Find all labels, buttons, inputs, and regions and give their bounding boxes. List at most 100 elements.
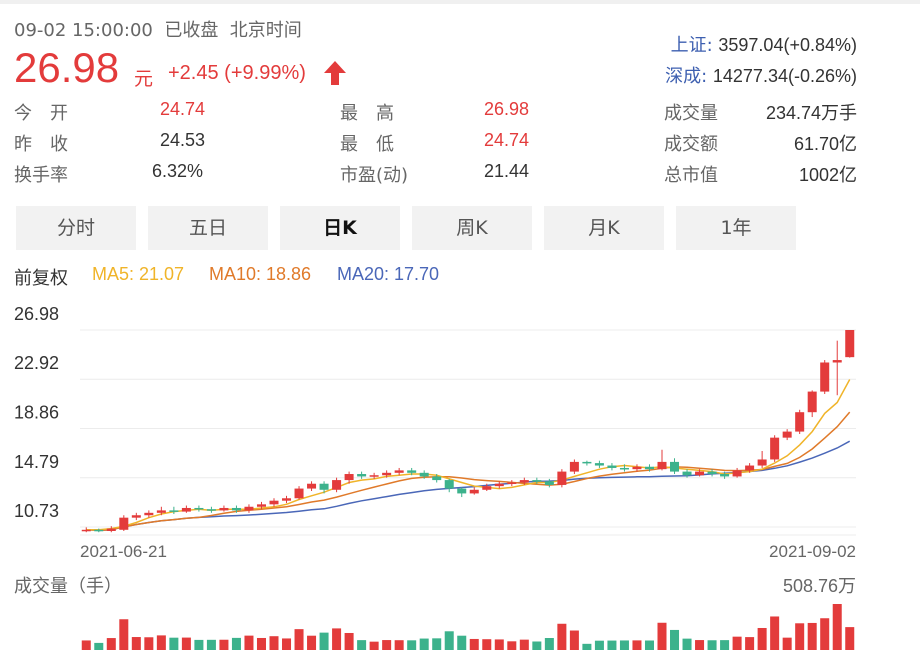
high-label: 最 高 — [340, 103, 394, 124]
candle-body — [745, 465, 755, 471]
candle-body — [81, 529, 91, 532]
candle-body — [695, 471, 705, 476]
candle-body — [494, 483, 504, 487]
candle-body — [369, 475, 379, 477]
volume-bar — [407, 640, 417, 650]
candle-body — [544, 481, 554, 485]
candle-body — [219, 507, 229, 511]
y-tick-label: 22.92 — [14, 353, 59, 373]
volume-bar — [206, 639, 216, 650]
index-shanghai[interactable]: 上证: 3597.04(+0.84%) — [671, 31, 857, 57]
candle-body — [557, 471, 567, 485]
candle-body — [244, 506, 254, 511]
candle-body — [582, 461, 592, 464]
candle-body — [720, 474, 730, 477]
volume-bar — [131, 637, 141, 650]
volume-bar — [394, 640, 404, 650]
volume-label: 成交量 — [664, 103, 718, 124]
volume-bar — [156, 635, 166, 650]
amount-value: 61.70亿 — [793, 134, 857, 154]
candle-body — [307, 483, 317, 489]
price-change: +2.45 (+9.99%) — [168, 62, 306, 85]
candle-body — [181, 507, 191, 512]
volume-bar — [707, 640, 717, 650]
volume-bar — [419, 638, 429, 650]
candle-body — [807, 391, 817, 413]
volume-bar — [582, 643, 592, 650]
candle-body — [269, 500, 279, 505]
kline-chart[interactable]: 26.98 22.92 18.86 14.79 10.73 2021-06-21 2021-… — [0, 290, 920, 668]
volume-bar — [770, 616, 780, 650]
candle-body — [594, 463, 604, 466]
candle-body — [707, 471, 717, 475]
candle-body — [394, 470, 404, 473]
volume-bar — [144, 637, 154, 650]
candle-body — [256, 504, 266, 507]
index-shenzhen[interactable]: 深成: 14277.34(-0.26%) — [665, 62, 857, 88]
volume-bar — [282, 638, 292, 650]
candle-body — [156, 510, 166, 513]
candle-body — [532, 480, 542, 482]
candle-body — [770, 437, 780, 460]
top-divider — [0, 0, 920, 4]
candle-body — [319, 483, 329, 490]
tab-five-day[interactable]: 五日 — [148, 206, 268, 250]
y-tick-label: 10.73 — [14, 501, 59, 521]
volume-title: 成交量（手） — [14, 576, 122, 596]
volume-bar — [782, 637, 792, 650]
volume-bar — [657, 622, 667, 650]
tab-daily-k[interactable]: 日K — [280, 206, 400, 250]
timezone-label: 北京时间 — [229, 20, 302, 41]
amount-label: 成交额 — [664, 134, 718, 155]
candle-body — [482, 486, 492, 490]
change-percent: (+9.99%) — [224, 62, 306, 84]
change-amount: +2.45 — [168, 62, 219, 84]
candle-body — [419, 472, 429, 477]
volume-bar — [619, 640, 629, 650]
candle-body — [407, 470, 417, 473]
volume-bar — [457, 635, 467, 650]
candle-body — [507, 482, 517, 485]
candle-body — [144, 512, 154, 516]
candle-body — [332, 480, 342, 490]
ma10-line — [86, 411, 851, 532]
volume-bar — [319, 632, 329, 650]
candle-body — [344, 474, 354, 481]
volume-bar — [181, 637, 191, 650]
index-sz-value: 14277.34(-0.26%) — [712, 66, 857, 86]
ma10-legend: MA10: 18.86 — [209, 264, 312, 284]
y-tick-label: 18.86 — [14, 402, 59, 422]
volume-bar — [557, 623, 567, 650]
tab-monthly-k[interactable]: 月K — [544, 206, 664, 250]
prev-close-label: 昨 收 — [14, 134, 68, 155]
tab-intraday[interactable]: 分时 — [16, 206, 136, 250]
adjust-mode[interactable]: 前复权 — [14, 268, 68, 289]
tab-one-year[interactable]: 1年 — [676, 206, 796, 250]
volume-bar — [469, 638, 479, 650]
volume-bar — [231, 637, 241, 650]
volume-bar — [745, 637, 755, 650]
candle-body — [294, 488, 304, 499]
volume-bar — [670, 629, 680, 650]
volume-bar — [307, 635, 317, 650]
ma20-legend: MA20: 17.70 — [337, 264, 440, 284]
volume-bar — [332, 628, 342, 650]
volume-bar — [256, 637, 266, 650]
volume-bar — [244, 635, 254, 650]
volume-bar — [357, 640, 367, 650]
volume-bar — [795, 623, 805, 650]
candle-body — [632, 466, 642, 470]
volume-bar — [757, 627, 767, 650]
index-sh-value: 3597.04(+0.84%) — [718, 35, 857, 55]
tab-weekly-k[interactable]: 周K — [412, 206, 532, 250]
turnover-value: 6.32% — [152, 161, 204, 181]
volume-bar — [382, 640, 392, 650]
up-arrow-icon — [323, 60, 347, 86]
volume-bar — [169, 637, 179, 650]
candle-body — [820, 362, 830, 392]
volume-bar — [732, 636, 742, 650]
candle-body — [119, 517, 129, 530]
y-tick-label: 26.98 — [14, 304, 59, 324]
volume-bar — [832, 604, 842, 650]
low-label: 最 低 — [340, 134, 394, 155]
